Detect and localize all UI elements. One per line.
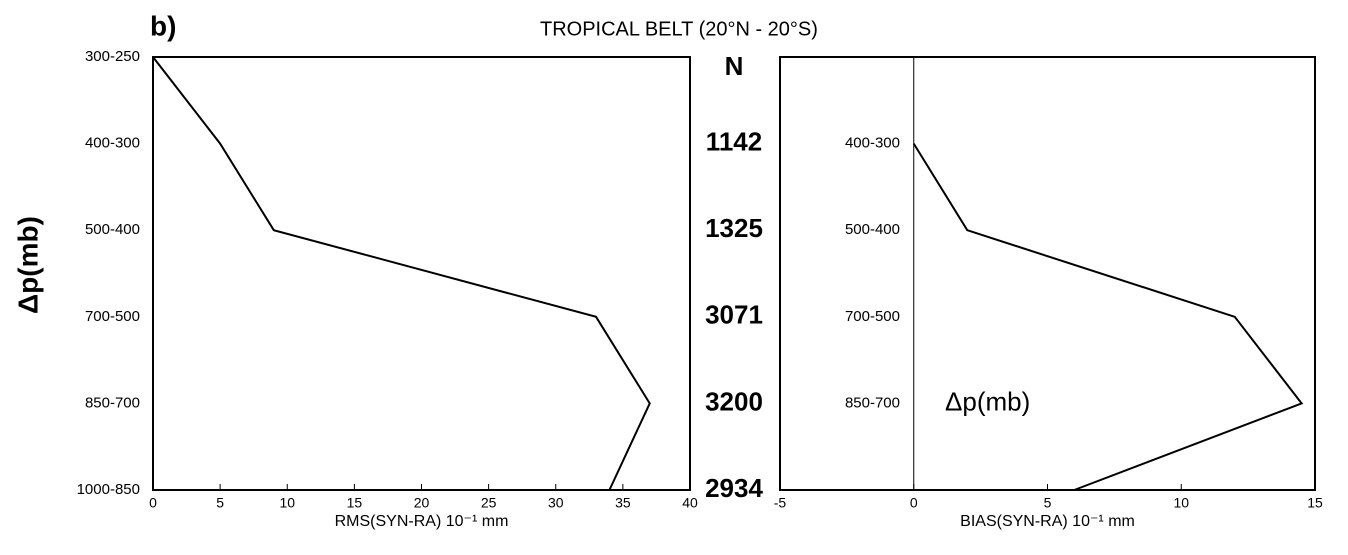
y-tick-label: 400-300 <box>85 135 140 152</box>
n-value: 3200 <box>705 386 763 416</box>
x-tick-label: 25 <box>481 495 497 511</box>
x-tick-label: 0 <box>149 495 157 511</box>
x-tick-label: 0 <box>910 495 918 511</box>
data-line <box>912 143 1304 491</box>
data-line <box>152 56 651 491</box>
n-value: 3071 <box>705 300 763 330</box>
chart-title: TROPICAL BELT (20°N - 20°S) <box>540 18 818 40</box>
y-tick-label: 700-500 <box>845 308 900 325</box>
y-tick-label: 700-500 <box>85 308 140 325</box>
y-tick-label: 850-700 <box>845 394 900 411</box>
y-tick-label: 1000-850 <box>77 481 140 498</box>
plot-frame <box>779 56 1316 491</box>
y-tick-label: 300-250 <box>85 48 140 65</box>
n-header: N <box>725 51 744 81</box>
y-tick-label: 850-700 <box>85 394 140 411</box>
x-tick-label: 10 <box>279 495 295 511</box>
x-axis-label: BIAS(SYN-RA) 10⁻¹ mm <box>960 513 1135 530</box>
annotation: Δp(mb) <box>945 386 1030 416</box>
x-axis-label: RMS(SYN-RA) 10⁻¹ mm <box>335 513 509 530</box>
n-value: 2934 <box>705 473 763 503</box>
y-tick-label: 500-400 <box>845 221 900 238</box>
x-tick-label: 15 <box>347 495 363 511</box>
panel-label: b) <box>150 10 176 41</box>
x-tick-label: 35 <box>615 495 631 511</box>
n-value: 1142 <box>706 126 762 156</box>
x-tick-label: 5 <box>216 495 224 511</box>
y-tick-label: 500-400 <box>85 221 140 238</box>
plot-frame <box>152 56 691 491</box>
n-value: 1325 <box>705 213 763 243</box>
x-tick-label: 10 <box>1173 495 1189 511</box>
y-axis-label: Δp(mb) <box>12 216 43 314</box>
x-tick-label: 5 <box>1044 495 1052 511</box>
y-tick-label: 400-300 <box>845 135 900 152</box>
x-tick-label: 15 <box>1307 495 1323 511</box>
x-tick-label: -5 <box>774 495 787 511</box>
x-tick-label: 20 <box>414 495 430 511</box>
x-tick-label: 30 <box>548 495 564 511</box>
x-tick-label: 40 <box>682 495 698 511</box>
